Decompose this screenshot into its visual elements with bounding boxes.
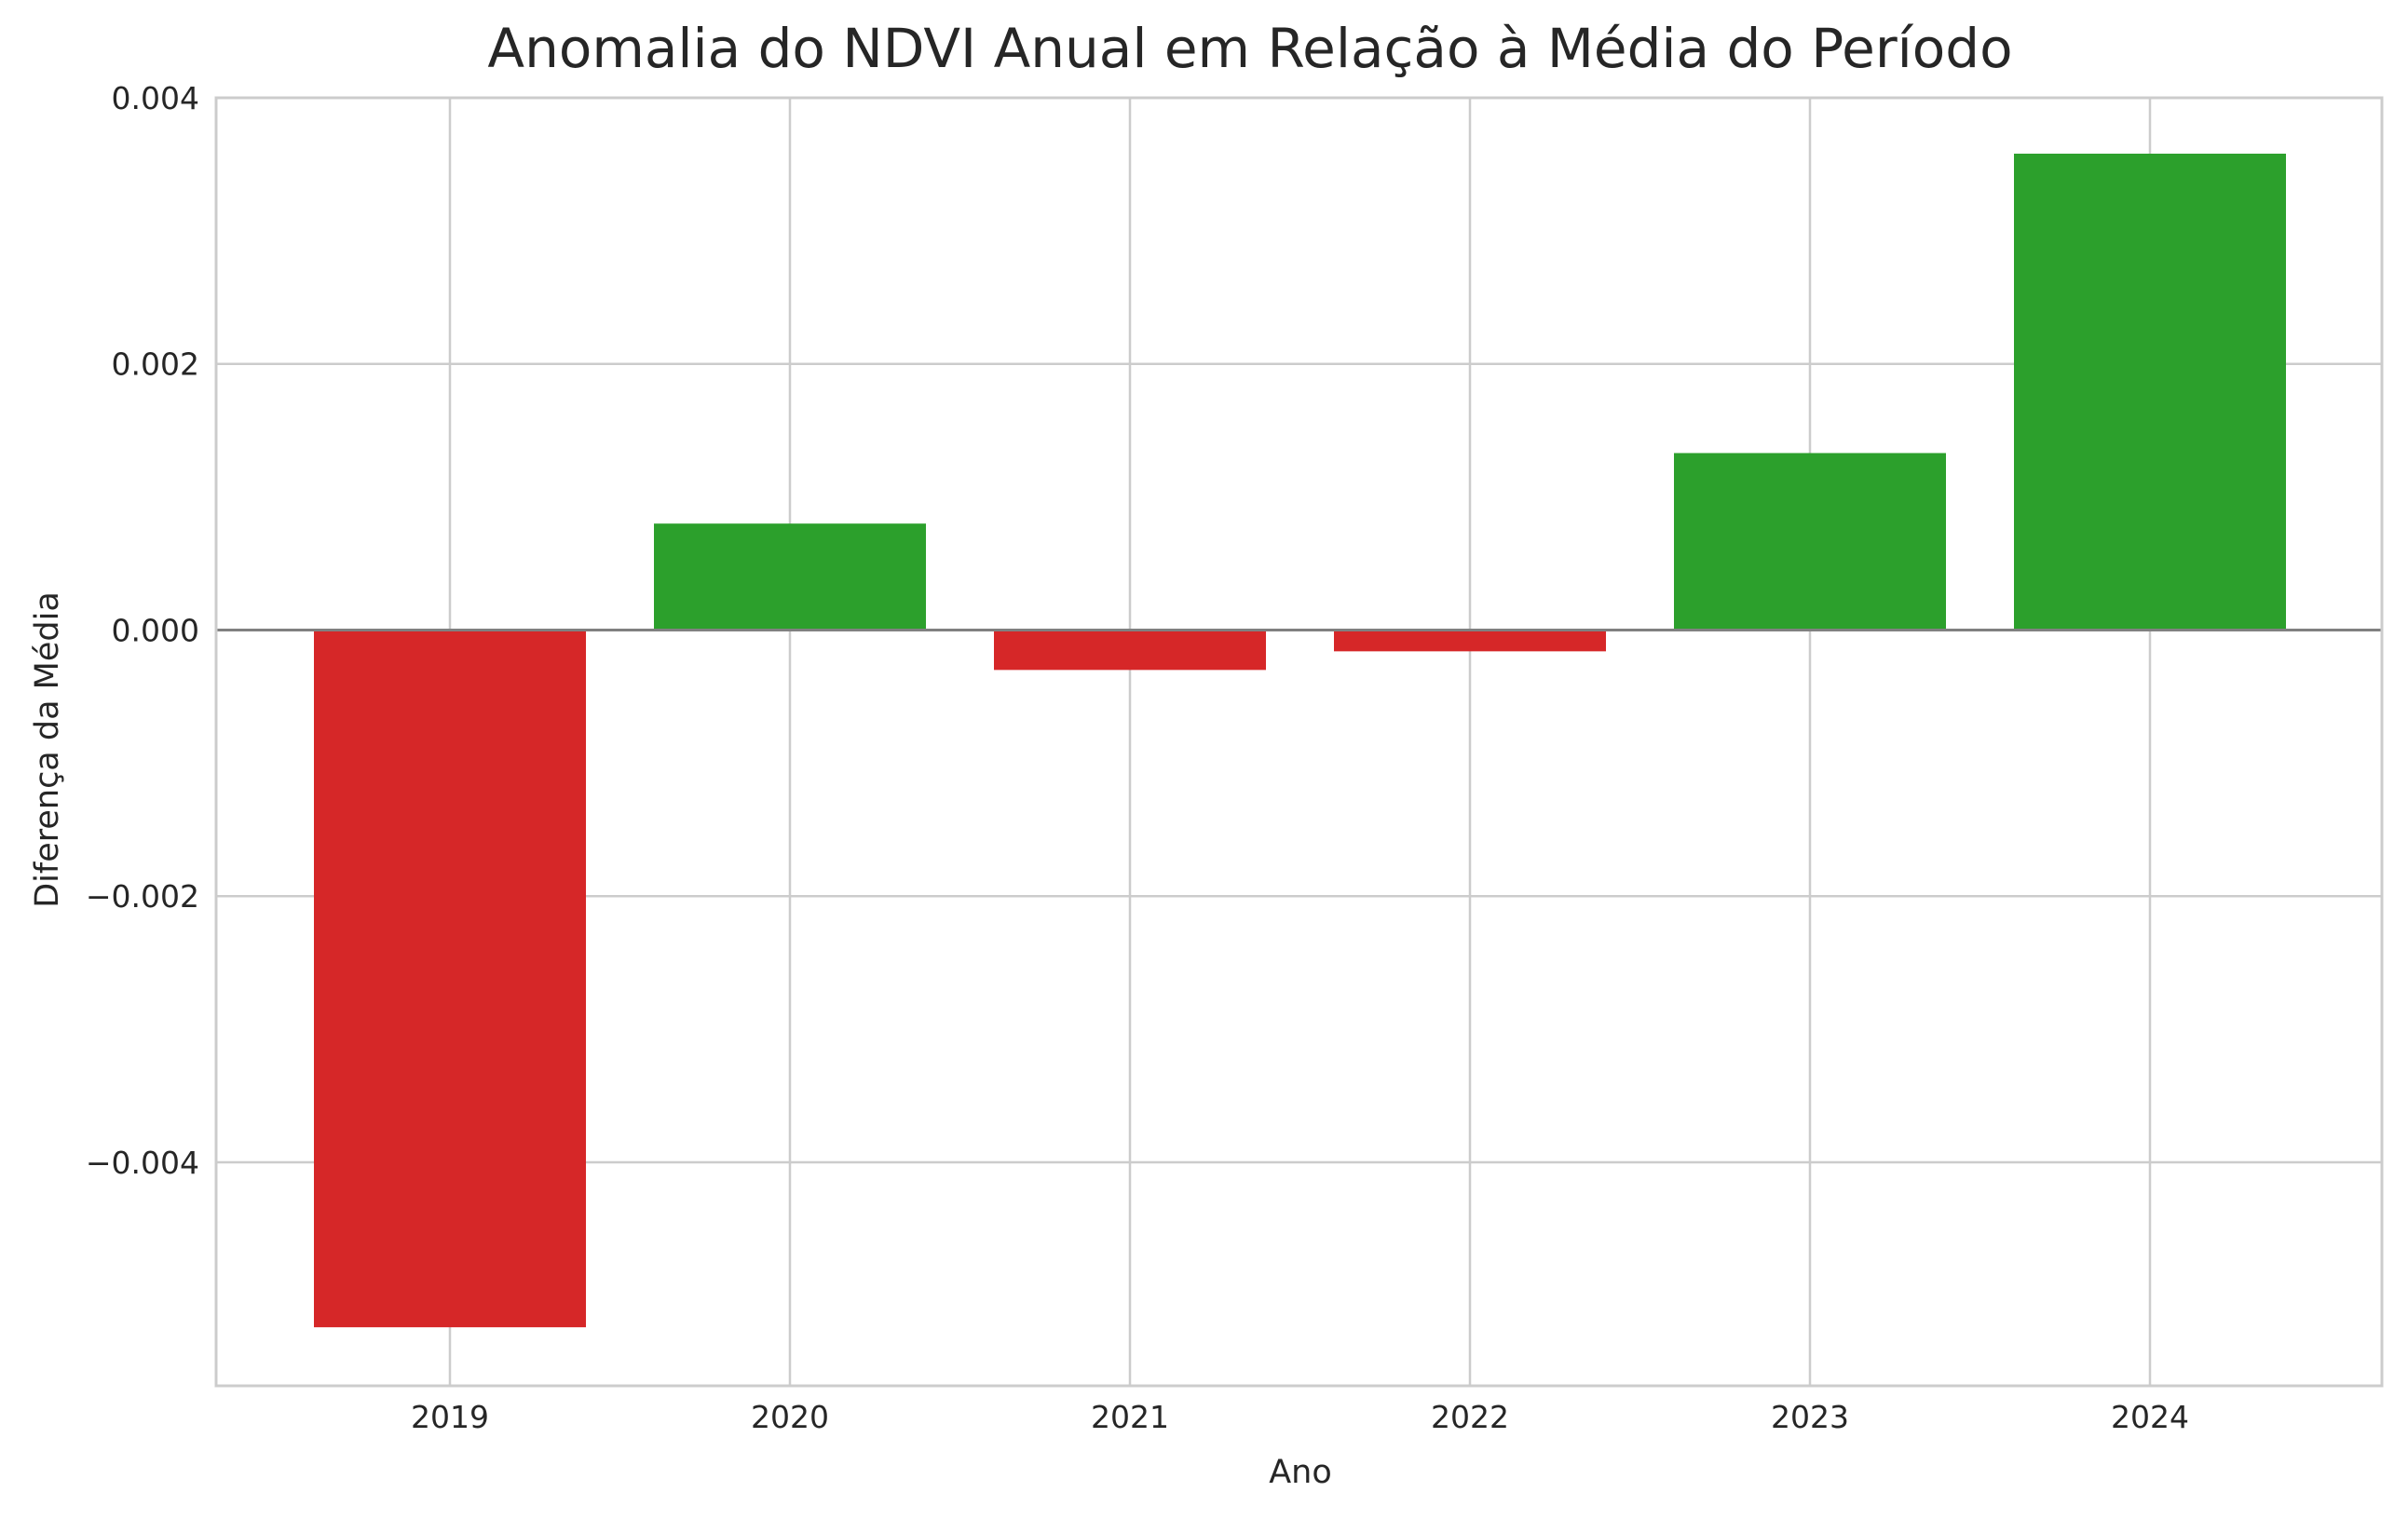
bars <box>314 154 2286 1328</box>
bar-2024 <box>2014 154 2286 631</box>
bar-2021 <box>994 630 1266 671</box>
bar-2023 <box>1674 453 1946 631</box>
x-tick-label: 2020 <box>751 1399 829 1435</box>
x-tick-label: 2019 <box>411 1399 489 1435</box>
y-tick-label: 0.002 <box>112 346 199 383</box>
y-tick-label: 0.004 <box>112 80 199 116</box>
chart-title: Anomalia do NDVI Anual em Relação à Médi… <box>487 17 2012 80</box>
bar-2022 <box>1334 630 1606 652</box>
bar-2019 <box>314 630 586 1328</box>
x-axis-label: Ano <box>1269 1454 1332 1491</box>
x-tick-labels: 2019 2020 2021 2022 2023 2024 <box>411 1399 2189 1435</box>
x-tick-label: 2024 <box>2111 1399 2189 1435</box>
y-tick-label: 0.000 <box>112 612 199 648</box>
x-tick-label: 2023 <box>1771 1399 1849 1435</box>
y-axis-label: Diferença da Média <box>29 591 66 908</box>
plot-frame <box>214 96 2384 1388</box>
x-tick-label: 2021 <box>1091 1399 1169 1435</box>
y-tick-labels: −0.004 −0.002 0.000 0.002 0.004 <box>86 80 199 1181</box>
x-tick-label: 2022 <box>1431 1399 1509 1435</box>
bar-2020 <box>654 523 926 631</box>
y-tick-label: −0.004 <box>86 1145 199 1181</box>
y-tick-label: −0.002 <box>86 878 199 915</box>
